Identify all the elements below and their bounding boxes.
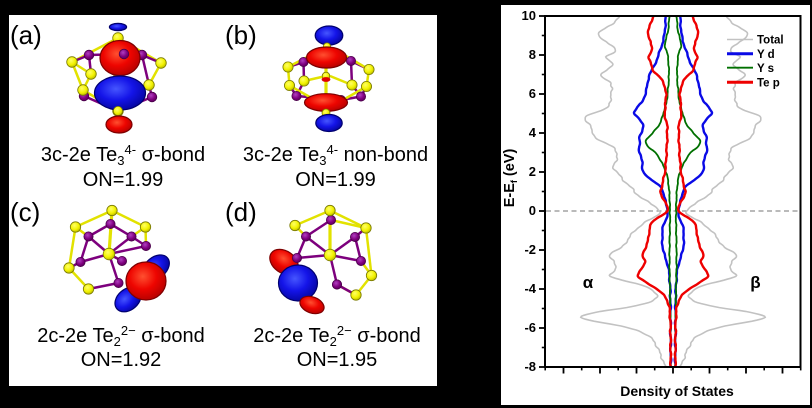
svg-text:8: 8 (529, 47, 536, 62)
svg-text:β: β (750, 273, 760, 292)
svg-text:E-Ef (eV): E-Ef (eV) (502, 149, 519, 208)
svg-text:-4: -4 (524, 281, 536, 296)
svg-text:-6: -6 (524, 320, 536, 335)
svg-text:Total: Total (757, 35, 784, 47)
svg-text:6: 6 (529, 86, 536, 101)
svg-text:-2: -2 (524, 242, 536, 257)
svg-text:Y s: Y s (757, 63, 774, 75)
svg-text:10: 10 (522, 8, 536, 23)
svg-text:Te p: Te p (757, 78, 780, 90)
svg-text:Density of States: Density of States (620, 383, 734, 399)
svg-text:-8: -8 (524, 359, 536, 374)
svg-text:ON=1.92: ON=1.92 (81, 349, 162, 371)
svg-text:α: α (583, 273, 594, 292)
svg-text:(b): (b) (225, 20, 257, 50)
svg-text:(a): (a) (10, 20, 42, 50)
svg-text:Y d: Y d (757, 49, 775, 61)
svg-text:ON=1.99: ON=1.99 (83, 169, 164, 191)
svg-text:4: 4 (529, 125, 537, 140)
svg-text:(c): (c) (10, 197, 40, 227)
svg-text:(d): (d) (225, 197, 257, 227)
svg-text:ON=1.99: ON=1.99 (295, 169, 376, 191)
svg-text:0: 0 (529, 203, 536, 218)
svg-text:2: 2 (529, 164, 536, 179)
svg-text:ON=1.95: ON=1.95 (297, 349, 378, 371)
